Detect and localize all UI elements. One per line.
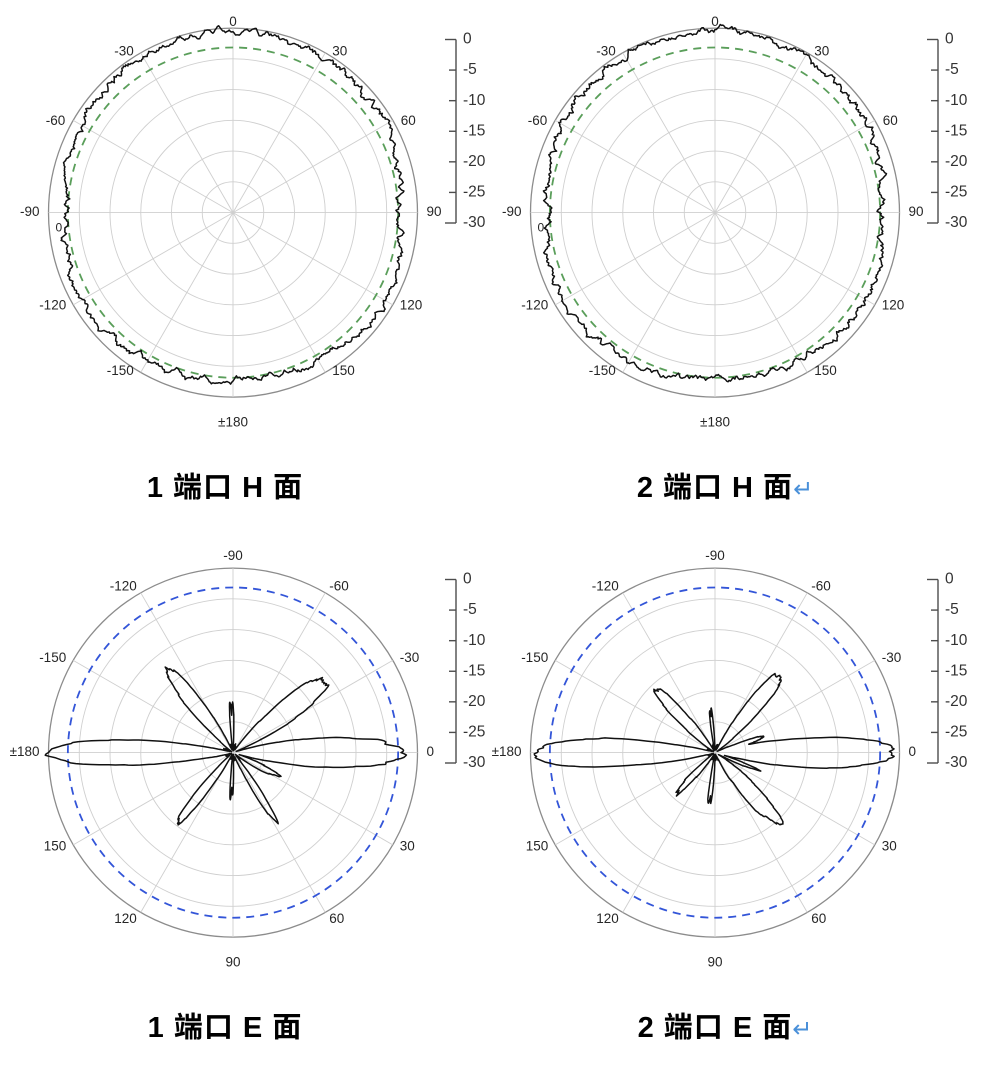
svg-text:90: 90 <box>707 955 722 970</box>
svg-text:-120: -120 <box>592 578 619 593</box>
svg-text:120: 120 <box>882 297 905 312</box>
svg-text:120: 120 <box>596 911 619 926</box>
svg-text:±180: ±180 <box>10 744 40 759</box>
svg-text:-120: -120 <box>39 297 66 312</box>
svg-text:-90: -90 <box>223 548 243 563</box>
svg-text:-10: -10 <box>463 632 486 649</box>
svg-text:-5: -5 <box>945 61 959 78</box>
svg-text:-150: -150 <box>521 650 548 665</box>
svg-text:-30: -30 <box>882 650 902 665</box>
svg-text:150: 150 <box>814 363 837 378</box>
svg-text:-150: -150 <box>589 363 616 378</box>
svg-text:-15: -15 <box>463 662 485 679</box>
svg-text:-90: -90 <box>20 204 40 219</box>
svg-text:0: 0 <box>463 571 472 588</box>
svg-text:-20: -20 <box>945 153 968 170</box>
svg-text:-30: -30 <box>463 754 486 771</box>
svg-text:±180: ±180 <box>218 415 248 430</box>
svg-text:30: 30 <box>882 838 897 853</box>
svg-text:-10: -10 <box>945 92 968 109</box>
svg-text:60: 60 <box>811 911 826 926</box>
svg-text:-120: -120 <box>521 297 548 312</box>
svg-text:-30: -30 <box>114 43 134 58</box>
svg-text:-150: -150 <box>39 650 66 665</box>
svg-text:-30: -30 <box>463 214 486 231</box>
svg-text:-60: -60 <box>528 113 548 128</box>
svg-text:0: 0 <box>945 571 954 588</box>
svg-text:60: 60 <box>329 911 344 926</box>
svg-text:-30: -30 <box>596 43 616 58</box>
svg-text:150: 150 <box>526 838 549 853</box>
svg-text:-5: -5 <box>945 601 959 618</box>
svg-text:-25: -25 <box>945 184 967 201</box>
svg-text:-30: -30 <box>945 754 968 771</box>
svg-text:-60: -60 <box>46 113 66 128</box>
svg-text:120: 120 <box>114 911 137 926</box>
svg-text:0: 0 <box>538 221 545 235</box>
svg-text:-150: -150 <box>107 363 134 378</box>
svg-text:0: 0 <box>229 14 237 29</box>
svg-text:-20: -20 <box>463 153 486 170</box>
svg-text:150: 150 <box>332 363 355 378</box>
svg-text:90: 90 <box>427 204 442 219</box>
svg-text:-60: -60 <box>811 578 831 593</box>
svg-text:-15: -15 <box>945 662 967 679</box>
svg-text:-5: -5 <box>463 61 477 78</box>
svg-text:60: 60 <box>883 113 898 128</box>
svg-text:150: 150 <box>44 838 67 853</box>
svg-text:-30: -30 <box>400 650 420 665</box>
svg-text:0: 0 <box>56 221 63 235</box>
svg-text:-20: -20 <box>945 693 968 710</box>
svg-text:-10: -10 <box>945 632 968 649</box>
svg-text:90: 90 <box>225 955 240 970</box>
svg-text:-20: -20 <box>463 693 486 710</box>
svg-text:-25: -25 <box>945 724 967 741</box>
svg-text:0: 0 <box>711 14 719 29</box>
svg-text:-15: -15 <box>463 122 485 139</box>
svg-text:-30: -30 <box>945 214 968 231</box>
svg-text:±180: ±180 <box>700 415 730 430</box>
svg-text:90: 90 <box>909 204 924 219</box>
svg-text:0: 0 <box>463 31 472 48</box>
svg-text:-90: -90 <box>502 204 522 219</box>
svg-text:-15: -15 <box>945 122 967 139</box>
svg-text:30: 30 <box>814 43 829 58</box>
svg-text:-25: -25 <box>463 724 485 741</box>
svg-text:-60: -60 <box>329 578 349 593</box>
svg-text:0: 0 <box>427 744 435 759</box>
svg-text:120: 120 <box>400 297 423 312</box>
svg-text:0: 0 <box>945 31 954 48</box>
svg-text:30: 30 <box>332 43 347 58</box>
svg-text:-5: -5 <box>463 601 477 618</box>
svg-text:60: 60 <box>401 113 416 128</box>
svg-text:-90: -90 <box>705 548 725 563</box>
svg-text:±180: ±180 <box>492 744 522 759</box>
svg-text:-10: -10 <box>463 92 486 109</box>
svg-text:-120: -120 <box>110 578 137 593</box>
svg-text:0: 0 <box>909 744 917 759</box>
svg-text:30: 30 <box>400 838 415 853</box>
svg-text:-25: -25 <box>463 184 485 201</box>
